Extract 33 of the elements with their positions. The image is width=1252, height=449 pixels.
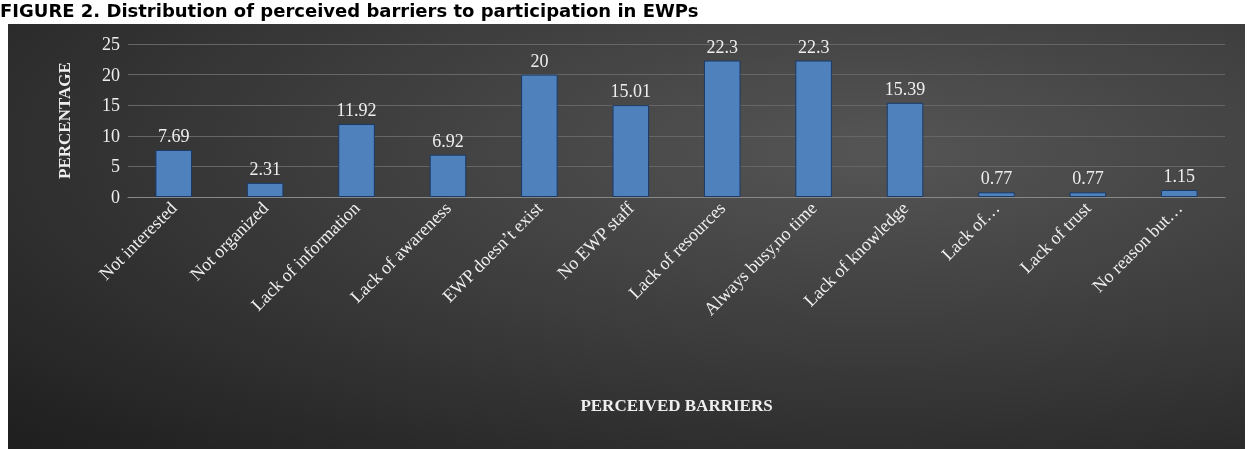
bar	[978, 192, 1015, 197]
bar	[886, 102, 924, 197]
bar	[612, 105, 650, 197]
bar	[1069, 192, 1107, 197]
y-tick-label: 10	[102, 125, 120, 146]
bar	[703, 60, 741, 197]
bar	[429, 154, 467, 197]
chart-title: FIGURE 2. Distribution of perceived barriers to participation in EWPs	[0, 0, 700, 21]
bar	[338, 124, 375, 197]
bar	[246, 182, 284, 197]
data-label: 0.77	[980, 168, 1013, 189]
bar	[795, 60, 832, 197]
y-axis-title: PERCENTAGE	[55, 62, 74, 179]
data-label: 11.92	[336, 100, 377, 121]
data-label: 6.92	[432, 130, 464, 151]
data-label: 2.31	[249, 158, 281, 179]
bar	[1161, 189, 1198, 197]
y-tick-label: 5	[111, 156, 120, 177]
bar	[521, 74, 558, 197]
data-label: 7.69	[157, 125, 190, 146]
y-tick-label: 20	[102, 64, 120, 85]
data-label: 0.77	[1072, 168, 1104, 189]
data-label: 15.39	[884, 78, 926, 99]
data-label: 1.15	[1163, 165, 1196, 186]
x-axis-title: PERCEIVED BARRIERS	[580, 396, 773, 415]
data-label: 22.3	[797, 36, 830, 57]
data-label: 20	[530, 50, 549, 71]
data-label: 22.3	[706, 36, 738, 57]
y-tick-label: 0	[111, 187, 120, 207]
bar	[155, 149, 192, 197]
y-tick-label: 15	[102, 95, 120, 116]
y-tick-label: 25	[102, 34, 120, 54]
data-label: 15.01	[610, 81, 652, 102]
